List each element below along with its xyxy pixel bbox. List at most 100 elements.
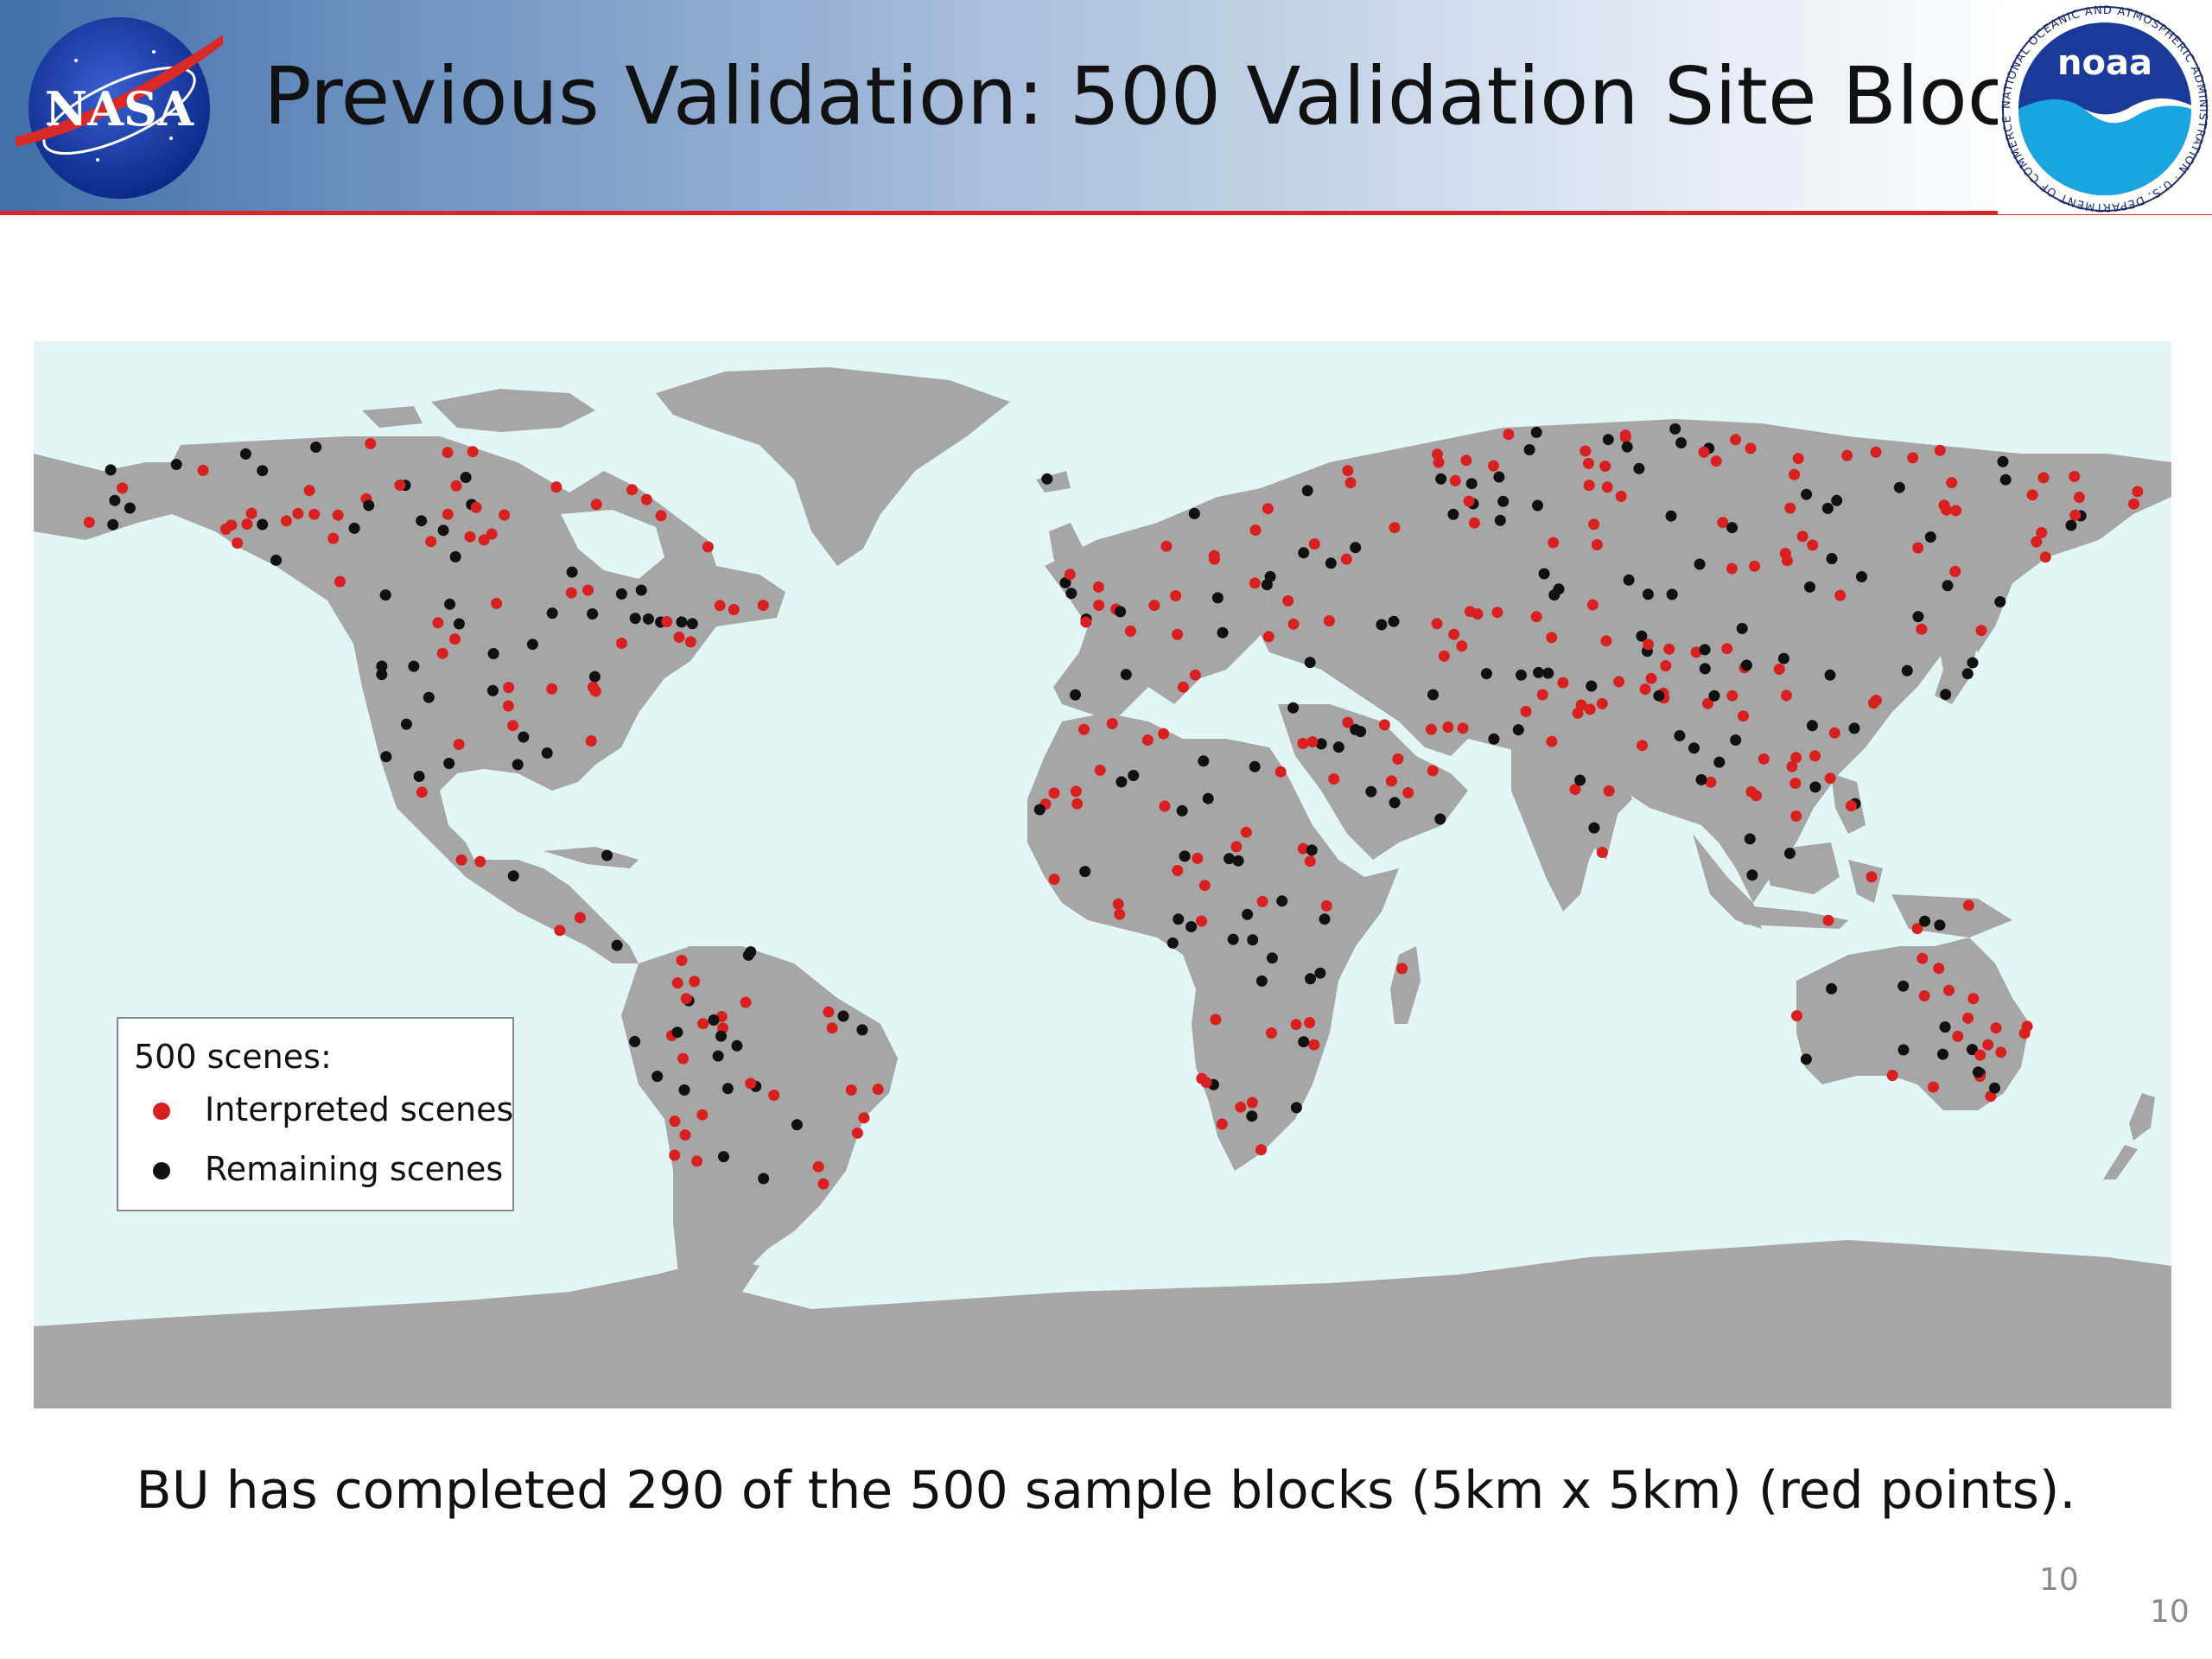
remaining-scene-point bbox=[1653, 690, 1665, 702]
interpreted-scene-point bbox=[1266, 1027, 1277, 1039]
remaining-scene-point bbox=[1669, 423, 1681, 435]
remaining-scene-point bbox=[413, 771, 425, 782]
remaining-scene-point bbox=[1065, 588, 1077, 600]
interpreted-scene-point bbox=[1392, 753, 1404, 765]
interpreted-scene-point bbox=[1591, 539, 1603, 550]
remaining-scene-point bbox=[1332, 741, 1344, 753]
interpreted-scene-point bbox=[1790, 810, 1802, 822]
interpreted-scene-point bbox=[1870, 695, 1882, 706]
remaining-scene-point bbox=[1350, 723, 1362, 735]
interpreted-scene-point bbox=[503, 682, 515, 694]
remaining-scene-point bbox=[758, 1173, 770, 1185]
remaining-scene-point bbox=[1287, 702, 1300, 714]
interpreted-scene-point bbox=[1093, 600, 1105, 611]
interpreted-scene-point bbox=[1588, 518, 1600, 531]
interpreted-scene-point bbox=[303, 485, 315, 497]
interpreted-scene-point bbox=[1934, 444, 1946, 456]
interpreted-scene-point bbox=[1596, 847, 1608, 858]
interpreted-scene-point bbox=[2031, 536, 2043, 548]
remaining-scene-point bbox=[1777, 652, 1789, 664]
remaining-scene-point bbox=[1586, 680, 1598, 692]
interpreted-scene-point bbox=[1721, 643, 1733, 655]
interpreted-scene-point bbox=[1328, 773, 1340, 785]
remaining-scene-point bbox=[124, 502, 136, 514]
interpreted-scene-point bbox=[1639, 683, 1651, 696]
interpreted-scene-point bbox=[117, 482, 129, 494]
remaining-scene-point bbox=[1465, 478, 1478, 490]
remaining-scene-point bbox=[1666, 588, 1678, 601]
interpreted-scene-point bbox=[1943, 984, 1955, 996]
remaining-scene-point bbox=[1516, 669, 1527, 681]
interpreted-scene-point bbox=[585, 735, 597, 747]
interpreted-scene-point bbox=[1907, 452, 1919, 464]
interpreted-scene-point bbox=[1488, 460, 1499, 472]
remaining-scene-point bbox=[487, 648, 499, 659]
interpreted-scene-point bbox=[1159, 800, 1171, 812]
remaining-scene-point bbox=[1447, 508, 1459, 520]
sample-blocks bbox=[83, 423, 2144, 1190]
interpreted-scene-point bbox=[453, 739, 465, 750]
remaining-scene-point bbox=[715, 1030, 727, 1042]
interpreted-scene-point bbox=[1726, 690, 1738, 702]
interpreted-scene-point bbox=[464, 531, 476, 543]
interpreted-scene-point bbox=[1749, 560, 1761, 572]
interpreted-scene-point bbox=[1952, 1030, 1964, 1042]
interpreted-scene-point bbox=[582, 584, 594, 596]
interpreted-scene-point bbox=[232, 537, 244, 549]
remaining-scene-point bbox=[1315, 738, 1327, 750]
remaining-scene-point bbox=[1856, 571, 1867, 582]
remaining-scene-point bbox=[423, 691, 435, 703]
remaining-scene-point bbox=[1319, 913, 1331, 925]
interpreted-scene-point bbox=[768, 1090, 780, 1101]
interpreted-scene-point bbox=[1290, 1019, 1302, 1031]
interpreted-scene-point bbox=[1094, 764, 1106, 776]
interpreted-scene-point bbox=[1912, 542, 1924, 554]
landmass-greenland bbox=[656, 367, 1010, 566]
interpreted-scene-point bbox=[1916, 623, 1928, 635]
interpreted-scene-point bbox=[1141, 734, 1154, 746]
remaining-scene-point bbox=[1224, 853, 1235, 865]
remaining-scene-point bbox=[652, 1071, 664, 1083]
interpreted-scene-point bbox=[1580, 445, 1592, 457]
remaining-scene-point bbox=[1041, 473, 1053, 485]
interpreted-scene-point bbox=[689, 976, 701, 988]
landmass-caribbean bbox=[543, 847, 639, 868]
remaining-scene-point bbox=[1901, 664, 1913, 677]
interpreted-scene-point bbox=[1790, 752, 1802, 764]
remaining-scene-point bbox=[512, 759, 524, 771]
interpreted-scene-point bbox=[691, 1155, 703, 1167]
remaining-scene-point bbox=[1809, 781, 1821, 793]
interpreted-scene-point bbox=[684, 636, 696, 648]
remaining-scene-point bbox=[1713, 756, 1726, 768]
interpreted-scene-point bbox=[1789, 468, 1801, 480]
remaining-scene-point bbox=[486, 684, 499, 696]
remaining-scene-point bbox=[526, 639, 538, 651]
interpreted-scene-point bbox=[1448, 628, 1460, 640]
landmass-asia bbox=[1261, 419, 2171, 903]
remaining-scene-point bbox=[1176, 804, 1188, 817]
interpreted-scene-point bbox=[1730, 434, 1742, 446]
interpreted-scene-point bbox=[1080, 616, 1092, 628]
remaining-scene-point bbox=[1542, 667, 1554, 679]
remaining-scene-point bbox=[257, 518, 269, 531]
interpreted-scene-point bbox=[394, 480, 406, 491]
remaining-scene-point bbox=[449, 550, 461, 563]
interpreted-scene-point bbox=[1427, 765, 1439, 777]
remaining-scene-point bbox=[416, 515, 428, 527]
remaining-scene-point bbox=[1942, 580, 1954, 592]
interpreted-scene-point bbox=[1717, 517, 1729, 529]
remaining-scene-point bbox=[837, 1010, 849, 1022]
interpreted-scene-point bbox=[1949, 565, 1961, 577]
interpreted-scene-point bbox=[702, 541, 714, 553]
remaining-scene-point bbox=[587, 608, 599, 620]
remaining-scene-point bbox=[546, 607, 558, 620]
remaining-scene-point bbox=[1188, 507, 1200, 519]
remaining-scene-point bbox=[1198, 755, 1210, 767]
interpreted-scene-point bbox=[1822, 914, 1834, 926]
remaining-scene-point bbox=[1695, 773, 1707, 785]
interpreted-scene-point bbox=[1200, 1077, 1212, 1089]
header-divider bbox=[0, 211, 2212, 215]
interpreted-scene-point bbox=[574, 912, 586, 924]
interpreted-scene-point bbox=[327, 532, 340, 544]
remaining-scene-point bbox=[1642, 588, 1654, 601]
